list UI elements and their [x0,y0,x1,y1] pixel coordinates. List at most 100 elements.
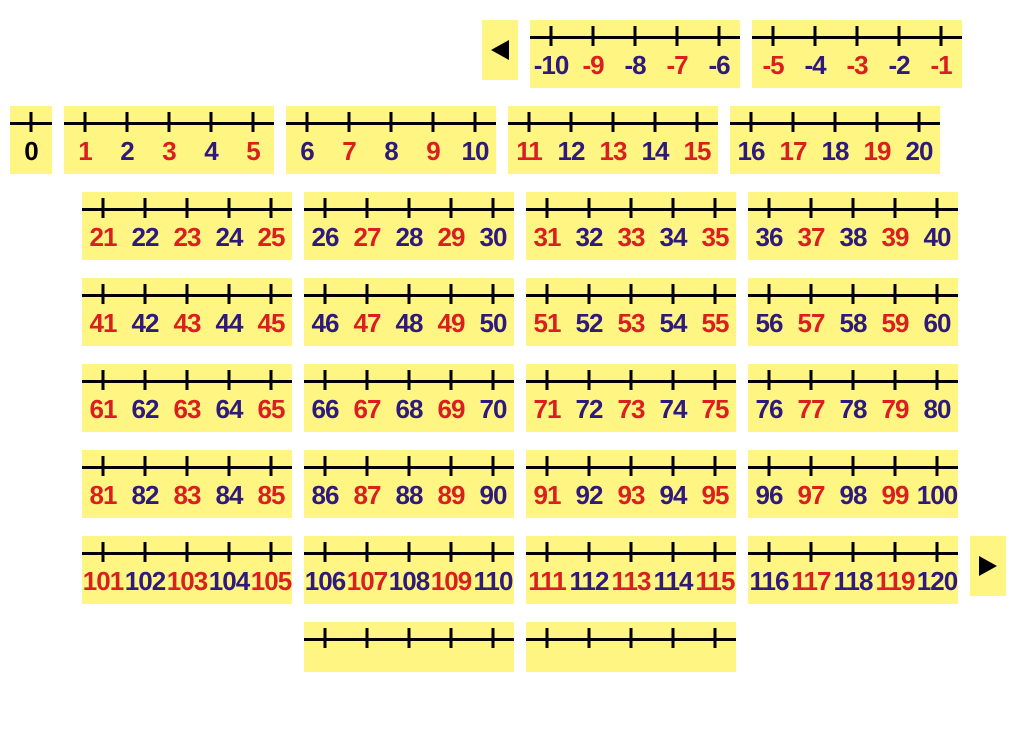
number-line-row: 8182838485868788899091929394959697989910… [10,450,1014,518]
tick-number: 108 [388,566,430,597]
tick-number: 10 [454,136,496,167]
tick-number: 75 [694,394,736,425]
tick-number: 68 [388,394,430,425]
number-segment: -10-9-8-7-6 [530,20,740,88]
ticks-container: 7677787980 [748,372,958,425]
tick-number: 44 [208,308,250,339]
tick-number: 25 [250,222,292,253]
tick-number: 90 [472,480,514,511]
tick: -4 [794,28,836,81]
tick: 94 [652,458,694,511]
tick-number: 80 [916,394,958,425]
tick-number: 32 [568,222,610,253]
tick: 95 [694,458,736,511]
tick: 81 [82,458,124,511]
ticks-container: 3637383940 [748,200,958,253]
tick: 106 [304,544,346,597]
tick-number: 38 [832,222,874,253]
tick: -8 [614,28,656,81]
tick-number: 87 [346,480,388,511]
tick [472,630,514,677]
number-segment: 111112113114115 [526,536,736,604]
ticks-container: 1112131415 [508,114,718,167]
tick: 100 [916,458,958,511]
tick: 119 [874,544,916,597]
tick: 82 [124,458,166,511]
number-segment: 678910 [286,106,496,174]
tick-number: 58 [832,308,874,339]
tick: 1 [64,114,106,167]
tick: 2 [106,114,148,167]
number-segment: 6667686970 [304,364,514,432]
tick-number: 31 [526,222,568,253]
tick: 38 [832,200,874,253]
arrow-segment-left [482,20,518,80]
tick [388,630,430,677]
tick-number: 115 [694,566,736,597]
tick: 90 [472,458,514,511]
ticks-container: 6162636465 [82,372,292,425]
tick: 99 [874,458,916,511]
tick: 21 [82,200,124,253]
tick-number: 116 [748,566,790,597]
tick-number: 57 [790,308,832,339]
number-line-grid: -10-9-8-7-6-5-4-3-2-10123456789101112131… [10,20,1014,672]
tick: 22 [124,200,166,253]
tick-number: 76 [748,394,790,425]
tick-number: 79 [874,394,916,425]
tick-number: 62 [124,394,166,425]
number-segment: 1112131415 [508,106,718,174]
number-segment: 2122232425 [82,192,292,260]
tick-number: 60 [916,308,958,339]
number-segment: 7677787980 [748,364,958,432]
tick: 97 [790,458,832,511]
tick: 98 [832,458,874,511]
tick-number: 95 [694,480,736,511]
tick-number: 66 [304,394,346,425]
number-line-row: 6162636465666768697071727374757677787980 [10,364,1014,432]
tick-number: 40 [916,222,958,253]
tick-number: 14 [634,136,676,167]
tick-number [526,646,568,677]
tick-number: -3 [836,50,878,81]
tick: 117 [790,544,832,597]
tick: 113 [610,544,652,597]
tick-number: -8 [614,50,656,81]
ticks-container: 1617181920 [730,114,940,167]
number-segment: 106107108109110 [304,536,514,604]
tick-number: 16 [730,136,772,167]
tick: 14 [634,114,676,167]
tick: 24 [208,200,250,253]
zero-segment: 0 [10,106,52,174]
tick: 112 [568,544,610,597]
tick-number: 54 [652,308,694,339]
tick-number: 105 [250,566,292,597]
number-segment: 4647484950 [304,278,514,346]
ticks-container: -5-4-3-2-1 [752,28,962,81]
tick: 78 [832,372,874,425]
ticks-container: 111112113114115 [526,544,736,597]
tick-number: 112 [568,566,610,597]
tick-number: 106 [304,566,346,597]
number-segment: 116117118119120 [748,536,958,604]
tick-number: 15 [676,136,718,167]
ticks-container: 6667686970 [304,372,514,425]
tick-number: 22 [124,222,166,253]
number-segment: 3637383940 [748,192,958,260]
tick: 0 [10,114,52,167]
tick [430,630,472,677]
tick-number: 24 [208,222,250,253]
tick [304,630,346,677]
number-segment: 8182838485 [82,450,292,518]
tick: 8 [370,114,412,167]
tick-number: -2 [878,50,920,81]
tick-number: 13 [592,136,634,167]
tick-number: 21 [82,222,124,253]
tick: 88 [388,458,430,511]
tick-number: 52 [568,308,610,339]
tick-number: -4 [794,50,836,81]
tick-number: 35 [694,222,736,253]
tick-number: -5 [752,50,794,81]
tick-number: 61 [82,394,124,425]
tick-number: 101 [82,566,124,597]
